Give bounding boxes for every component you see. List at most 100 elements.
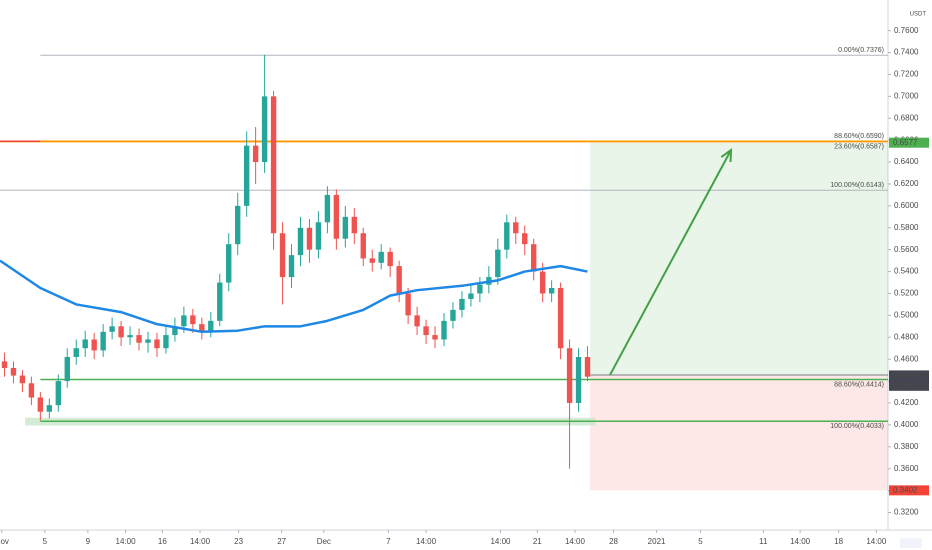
candle-body: [557, 287, 564, 349]
y-tick-label: 0.5600: [894, 245, 919, 254]
candle-body: [181, 315, 187, 327]
x-tick-label: 14:00: [116, 537, 137, 546]
candle-body: [360, 233, 366, 259]
candle-body: [342, 216, 349, 239]
candle-body: [1, 361, 8, 368]
x-tick-label: 14:00: [490, 537, 511, 546]
x-tick-label: 18: [834, 537, 843, 546]
moving-average: [0, 259, 588, 334]
candle-body: [522, 233, 528, 245]
candle-body: [441, 320, 447, 340]
settings-icon[interactable]: [900, 538, 922, 548]
arrow-head: [720, 147, 733, 163]
price-tag: [889, 370, 929, 391]
candle-body: [405, 293, 411, 316]
y-tick-label: 0.3600: [894, 464, 919, 473]
price-tag-label: 0.3402: [893, 485, 918, 494]
loss-zone: [590, 375, 888, 491]
candle-body: [100, 331, 106, 351]
y-tick-label: 0.7000: [894, 91, 919, 100]
x-tick-label: 23: [234, 537, 243, 546]
candle-body: [279, 233, 286, 278]
projection-arrow: [609, 149, 732, 376]
candle-body: [208, 320, 214, 332]
fib-level-label: 0.00%(0.7376): [838, 47, 884, 54]
x-tick-label: 14:00: [866, 537, 887, 546]
candle-body: [351, 216, 357, 234]
y-tick-label: 0.7600: [894, 26, 919, 35]
candle-body: [566, 348, 573, 403]
candle-body: [172, 326, 178, 336]
candle-body: [136, 335, 142, 343]
price-tag: [889, 137, 929, 148]
x-tick-label: Nov: [0, 537, 9, 546]
currency-label: USDT: [910, 12, 927, 18]
price-tag-label: 0.6577: [893, 138, 918, 147]
y-tick-label: 0.5400: [894, 267, 919, 276]
candle-body: [504, 222, 510, 250]
candle-body: [73, 348, 79, 357]
candle-body: [64, 356, 70, 382]
candle-body: [10, 367, 17, 376]
candle-body: [252, 145, 259, 163]
candle-body: [297, 227, 304, 256]
countdown: 02:56:27: [893, 381, 925, 390]
fib-level-label: 23.60%(0.6587): [834, 143, 884, 150]
candle-body: [414, 315, 420, 327]
candle-body: [324, 194, 331, 223]
y-tick-label: 0.3800: [894, 442, 919, 451]
candle-body: [109, 326, 115, 332]
candle-body: [226, 244, 232, 283]
y-tick-label: 0.4200: [894, 398, 919, 407]
candle-body: [531, 244, 537, 272]
candle-body: [19, 375, 26, 384]
candle-body: [450, 309, 456, 321]
x-tick-label: 27: [277, 537, 286, 546]
price-tag: [889, 485, 929, 496]
candle-body: [459, 298, 465, 310]
profit-zone: [590, 142, 888, 376]
candle-body: [46, 405, 53, 412]
candle-body: [55, 381, 61, 406]
candle-body: [513, 222, 519, 234]
x-tick-label: 5: [43, 537, 48, 546]
candle-body: [288, 255, 295, 278]
candle-body: [154, 339, 160, 349]
candle-body: [468, 293, 474, 299]
y-tick-label: 0.6000: [894, 201, 919, 210]
candle-body: [369, 258, 375, 263]
y-tick-label: 0.4000: [894, 420, 919, 429]
candle-body: [387, 251, 393, 267]
y-tick-label: 0.6400: [894, 157, 919, 166]
x-tick-label: 21: [533, 537, 542, 546]
candle-body: [539, 271, 546, 294]
x-tick-label: Dec: [317, 537, 331, 546]
candle-body: [217, 282, 223, 321]
x-tick-label: 9: [86, 537, 91, 546]
candle-body: [28, 383, 35, 398]
candle-body: [306, 227, 313, 250]
candle-body: [163, 335, 169, 349]
candle-body: [575, 356, 582, 403]
candle-body: [199, 324, 205, 332]
candle-body: [118, 326, 124, 338]
fib-level-label: 88.60%(0.4414): [834, 381, 884, 388]
y-tick-label: 0.4800: [894, 332, 919, 341]
y-tick-label: 0.7400: [894, 48, 919, 57]
fib-level-label: 88.60%(0.6590): [834, 133, 884, 140]
candle-body: [477, 284, 483, 294]
x-tick-label: 2021: [648, 537, 666, 546]
candle-body: [145, 339, 151, 343]
y-tick-label: 0.5800: [894, 223, 919, 232]
candle-body: [190, 315, 196, 325]
candle-body: [584, 356, 591, 377]
y-tick-label: 0.6200: [894, 179, 919, 188]
price-tag-label: 0.4448: [893, 371, 918, 380]
x-tick-label: 14:00: [790, 537, 811, 546]
y-tick-label: 0.4600: [894, 354, 919, 363]
candle-body: [432, 335, 438, 340]
candle-body: [261, 96, 268, 163]
candle-body: [82, 339, 88, 349]
candle-body: [396, 266, 402, 294]
x-tick-label: 11: [759, 537, 768, 546]
